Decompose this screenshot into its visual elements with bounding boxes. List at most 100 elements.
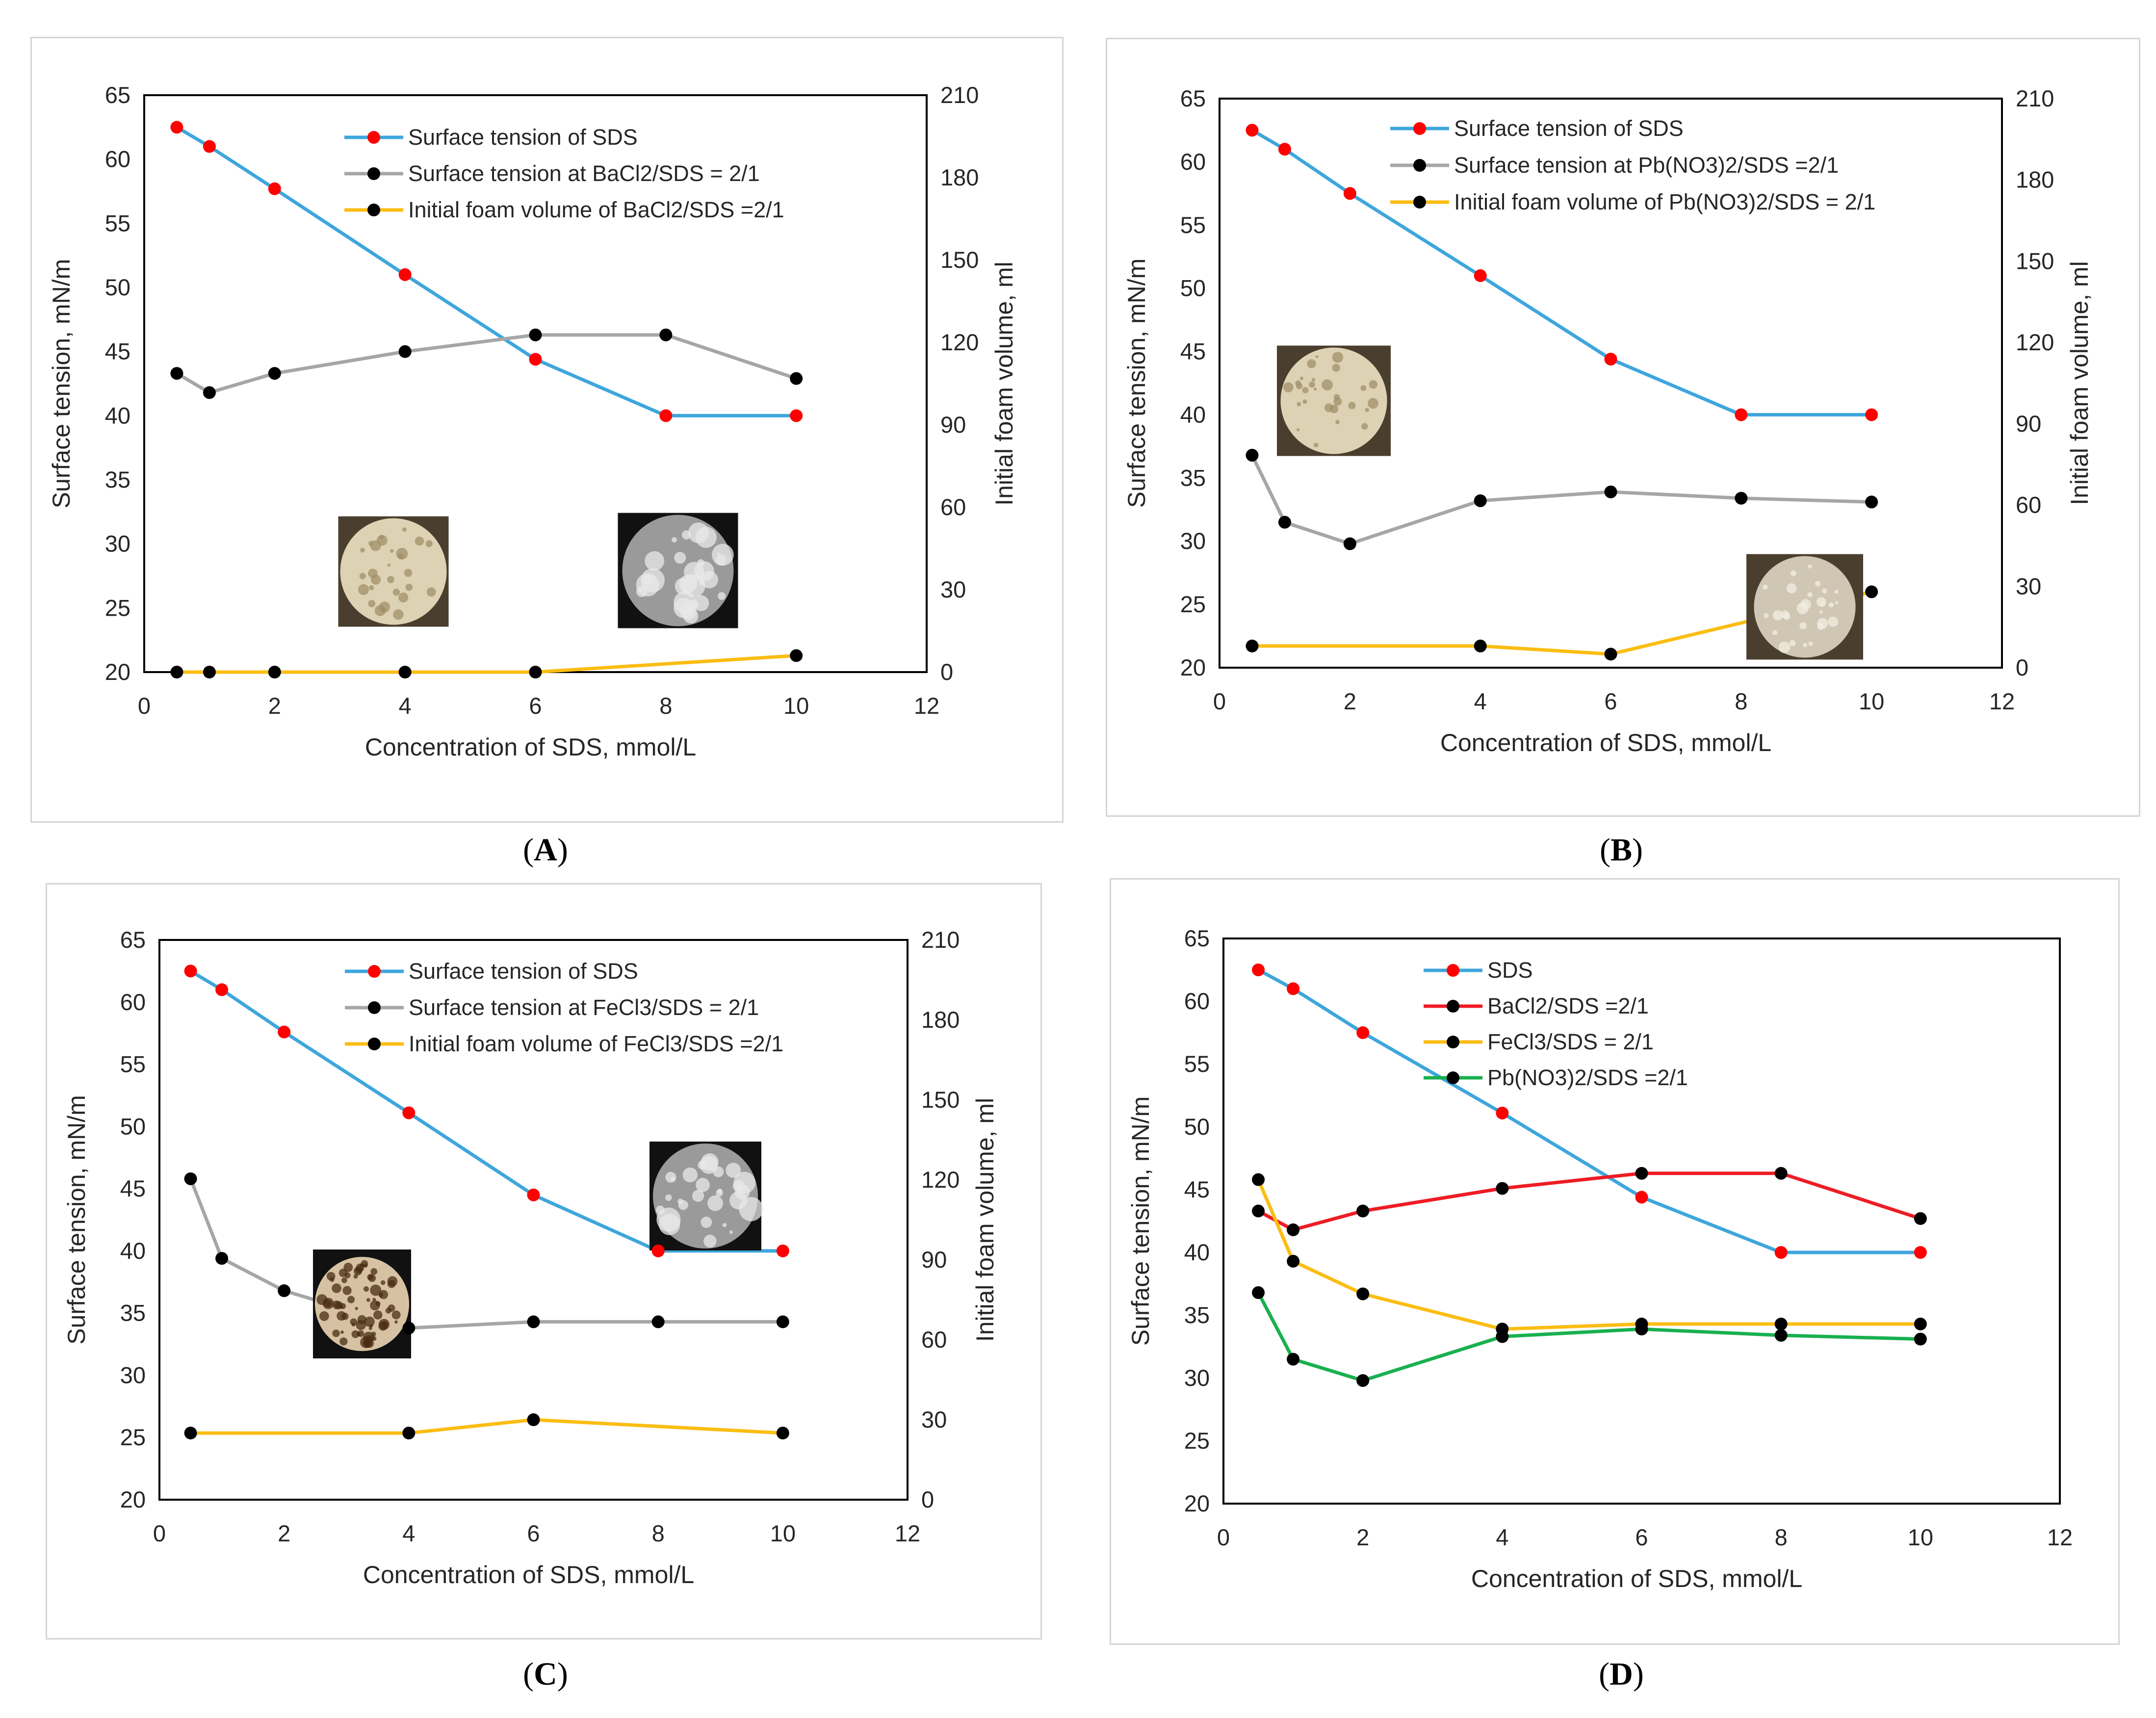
- y-tick-label: 25: [1180, 591, 1206, 617]
- micrograph-speck: [391, 1310, 401, 1320]
- micrograph-speck: [357, 1330, 364, 1337]
- micrograph-speck: [1309, 381, 1315, 388]
- micrograph-speck: [396, 547, 408, 560]
- data-point: [203, 666, 216, 678]
- data-point: [529, 666, 542, 678]
- micrograph-speck: [368, 1274, 376, 1282]
- legend-marker: [368, 965, 381, 978]
- micrograph-speck: [1815, 580, 1821, 587]
- micrograph-speck: [1361, 423, 1368, 430]
- y-axis-label: Surface tension, mN/m: [63, 1095, 90, 1345]
- data-point: [1496, 1106, 1509, 1119]
- data-point: [1635, 1191, 1648, 1204]
- micrograph-speck: [1369, 380, 1378, 389]
- micrograph-speck: [319, 1311, 329, 1321]
- micrograph-speck: [1283, 382, 1294, 392]
- y-tick-label: 60: [1184, 988, 1210, 1014]
- micrograph-speck: [718, 592, 726, 600]
- legend-marker: [1413, 196, 1426, 208]
- y2-tick-label: 60: [940, 494, 966, 520]
- series-line: [1250, 454, 1872, 546]
- data-point: [170, 666, 183, 678]
- micrograph-speck: [1772, 610, 1783, 621]
- micrograph-speck: [699, 579, 705, 586]
- chart-d: 20 25 30 35 40 45 50 55 60 65 0 2 4 6 8 10 12 Concentrati…: [1127, 925, 2073, 1592]
- micrograph-speck: [1368, 398, 1378, 409]
- micrograph-speck: [337, 1311, 346, 1321]
- micrograph-speck: [1834, 590, 1839, 594]
- caption-a: (A): [523, 832, 568, 868]
- micrograph-speck: [378, 1319, 390, 1330]
- micrograph-speck: [393, 609, 404, 620]
- data-point: [529, 353, 542, 366]
- y2-tick-label: 120: [940, 329, 979, 355]
- data-point: [1914, 1317, 1927, 1330]
- y-tick-label: 20: [1180, 654, 1206, 680]
- data-point: [402, 1427, 416, 1440]
- y-tick-label: 65: [120, 927, 146, 953]
- micrograph-speck: [1828, 602, 1834, 608]
- data-point: [398, 666, 412, 678]
- y-tick-label: 60: [105, 146, 130, 172]
- data-point: [1356, 1287, 1370, 1301]
- micrograph-speck: [1332, 364, 1340, 372]
- micrograph-speck: [363, 1286, 369, 1292]
- micrograph-speck: [332, 1329, 340, 1337]
- micrograph-speck: [1296, 383, 1303, 390]
- micrograph-speck: [351, 1323, 356, 1327]
- micrograph-speck: [1828, 616, 1839, 627]
- y-tick-label: 30: [120, 1362, 146, 1388]
- x-tick-label: 2: [1344, 688, 1356, 714]
- micrograph-speck: [398, 592, 409, 603]
- micrograph-speck: [415, 536, 424, 546]
- micrograph-icon: [338, 516, 449, 627]
- legend-marker: [1413, 159, 1426, 172]
- x-tick-label: 4: [1474, 688, 1487, 714]
- micrograph-speck: [1820, 601, 1825, 606]
- micrograph-speck: [658, 1214, 680, 1235]
- y2-axis-label: Initial foam volume, ml: [2066, 261, 2093, 505]
- data-point: [1246, 448, 1259, 462]
- data-point: [268, 367, 281, 380]
- x-tick-label: 12: [895, 1520, 920, 1546]
- data-point: [1343, 537, 1356, 550]
- y2-tick-label: 30: [940, 576, 966, 602]
- micrograph-speck: [358, 584, 369, 596]
- data-point: [203, 386, 216, 399]
- legend-marker: [368, 1038, 381, 1050]
- micrograph-speck: [380, 1280, 386, 1285]
- y-tick-label: 40: [1184, 1239, 1210, 1265]
- y-tick-label: 30: [105, 531, 130, 557]
- y-tick-label: 35: [105, 467, 130, 493]
- micrograph-speck: [366, 1298, 370, 1302]
- micrograph-speck: [375, 1301, 381, 1306]
- data-point: [1356, 1204, 1370, 1218]
- series-line: [1256, 1179, 1921, 1331]
- micrograph-speck: [1772, 630, 1778, 635]
- data-point: [1635, 1323, 1648, 1336]
- plot-area: [1219, 98, 2003, 669]
- micrograph-speck: [729, 1191, 748, 1210]
- x-tick-label: 4: [402, 1520, 415, 1546]
- data-point: [1474, 639, 1487, 652]
- micrograph-speck: [1335, 420, 1340, 424]
- data-point: [1246, 124, 1259, 137]
- data-point: [1496, 1182, 1509, 1195]
- micrograph-speck: [351, 1330, 360, 1338]
- y-axis-label: Surface tension, mN/m: [1123, 259, 1150, 508]
- micrograph-speck: [347, 1296, 355, 1303]
- micrograph-speck: [371, 1331, 376, 1337]
- micrograph-speck: [350, 1318, 357, 1326]
- data-point: [398, 345, 412, 358]
- series-line: [1252, 590, 1872, 656]
- y-tick-label: 65: [1180, 85, 1206, 111]
- micrograph-speck: [672, 537, 677, 543]
- micrograph-speck: [342, 1286, 352, 1295]
- micrograph-speck: [1365, 408, 1369, 413]
- x-tick-label: 12: [914, 693, 939, 719]
- y2-tick-label: 150: [940, 247, 979, 273]
- micrograph-speck: [1333, 397, 1342, 406]
- data-point: [1287, 1254, 1300, 1268]
- data-point: [398, 268, 412, 281]
- legend-marker: [1447, 1000, 1459, 1013]
